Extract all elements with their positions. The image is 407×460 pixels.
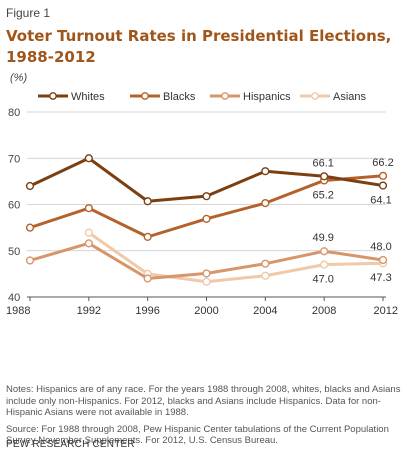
point-asians-2004 (261, 271, 270, 280)
y-axis-unit: (%) (10, 72, 28, 84)
point-hispanics-1996 (143, 274, 152, 283)
legend: Whites Blacks Hispanics Asians (38, 91, 367, 103)
legend-label-whites: Whites (71, 91, 105, 103)
y-tick-label-60: 60 (8, 200, 20, 212)
point-whites-2004 (261, 167, 270, 176)
point-whites-2012 (378, 181, 388, 190)
point-whites-2000 (202, 192, 211, 201)
point-whites-1996 (143, 197, 152, 206)
axes: 40 50 60 70 80 1988 1992 1996 2000 2004 2008 2012 (6, 107, 398, 317)
series-asians (84, 228, 388, 286)
x-tick-label-2004: 2004 (253, 305, 277, 317)
source-text: Source: For 1988 through 2008, Pew Hispa… (6, 423, 389, 447)
chart-title-line-1: Voter Turnout Rates in Presidential Elec… (6, 27, 392, 45)
series-blacks (25, 171, 388, 241)
y-tick-label-80: 80 (8, 107, 20, 119)
data-labels: 66.1 65.2 66.2 64.1 49.9 47.0 48.0 47.3 (312, 157, 393, 286)
x-tick-label-2000: 2000 (194, 305, 218, 317)
notes-block: Notes: Hispanics are of any race. For th… (6, 384, 402, 452)
point-hispanics-1992 (84, 239, 93, 248)
point-blacks-2012 (378, 171, 388, 180)
series-whites (25, 154, 388, 206)
point-hispanics-1988 (25, 256, 35, 265)
data-label-asians-2008: 47.0 (312, 274, 333, 286)
x-tick-label-2008: 2008 (312, 305, 336, 317)
line-asians (87, 231, 384, 284)
data-label-whites-2012: 64.1 (370, 195, 391, 207)
point-whites-1992 (84, 154, 93, 163)
x-tick-label-2012: 2012 (374, 305, 398, 317)
chart-title: Voter Turnout Rates in Presidential Elec… (6, 26, 401, 68)
organization-credit: PEW RESEARCH CENTER (6, 439, 135, 450)
legend-label-blacks: Blacks (163, 91, 196, 103)
x-tick-label-1996: 1996 (135, 305, 159, 317)
point-asians-2000 (202, 277, 211, 286)
legend-marker-blacks (141, 92, 149, 100)
point-asians-1992 (84, 228, 93, 237)
point-whites-2008 (320, 172, 329, 181)
line-chart: 40 50 60 70 80 1988 1992 1996 2000 2004 2008 2012 W… (6, 91, 398, 317)
point-hispanics-2004 (261, 259, 270, 268)
y-tick-label-40: 40 (8, 292, 20, 304)
chart-title-line-2: 1988-2012 (6, 48, 96, 66)
legend-marker-whites (49, 92, 57, 100)
point-blacks-1988 (25, 223, 35, 232)
data-label-hispanics-2008: 49.9 (312, 232, 333, 244)
legend-label-hispanics: Hispanics (243, 91, 291, 103)
series-hispanics (25, 239, 388, 283)
point-blacks-1992 (84, 204, 93, 213)
data-label-asians-2012: 47.3 (370, 272, 391, 284)
point-whites-1988 (25, 181, 35, 191)
y-tick-label-70: 70 (8, 153, 20, 165)
legend-label-asians: Asians (333, 91, 367, 103)
figure-label: Figure 1 (6, 6, 51, 20)
notes-text: Notes: Hispanics are of any race. For th… (6, 384, 401, 418)
grid-lines (27, 111, 386, 252)
series-lines (25, 154, 388, 286)
point-hispanics-2000 (202, 269, 211, 278)
y-tick-label-50: 50 (8, 246, 20, 258)
point-blacks-1996 (143, 232, 152, 241)
point-blacks-2004 (261, 199, 270, 208)
legend-marker-hispanics (221, 92, 229, 100)
line-blacks (29, 174, 384, 239)
legend-marker-asians (311, 92, 319, 100)
point-hispanics-2012 (378, 255, 388, 265)
point-asians-2008 (320, 260, 329, 269)
data-label-blacks-2008: 65.2 (312, 189, 333, 201)
data-label-blacks-2012: 66.2 (372, 157, 393, 169)
data-label-whites-2008: 66.1 (312, 157, 333, 169)
data-label-hispanics-2012: 48.0 (370, 241, 391, 253)
point-hispanics-2008 (320, 247, 329, 256)
point-blacks-2000 (202, 214, 211, 223)
x-tick-label-1992: 1992 (77, 305, 101, 317)
x-tick-label-1988: 1988 (6, 305, 30, 317)
